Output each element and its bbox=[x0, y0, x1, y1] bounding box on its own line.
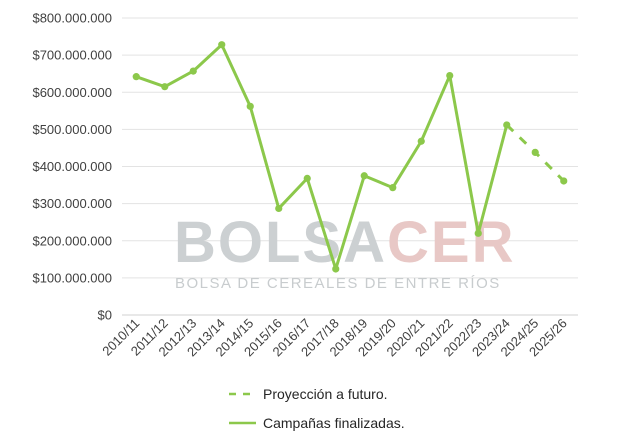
watermark: BOLSACER BOLSA DE CEREALES DE ENTRE RÍOS bbox=[174, 210, 515, 292]
series-points bbox=[132, 41, 568, 273]
y-tick-label: $500.000.000 bbox=[32, 122, 112, 137]
data-point bbox=[531, 148, 539, 156]
data-point bbox=[218, 41, 226, 49]
data-point bbox=[503, 121, 511, 129]
watermark-logo-cer: CER bbox=[387, 210, 515, 275]
data-point bbox=[360, 172, 368, 180]
y-gridlines bbox=[122, 17, 578, 316]
x-axis-tick-labels: 2010/112011/122012/132013/142014/152015/… bbox=[99, 316, 570, 360]
y-tick-label: $600.000.000 bbox=[32, 85, 112, 100]
data-point bbox=[474, 229, 482, 237]
data-point bbox=[446, 71, 454, 80]
y-tick-label: $400.000.000 bbox=[32, 159, 112, 174]
data-point bbox=[246, 102, 254, 110]
y-tick-label: $0 bbox=[98, 308, 112, 323]
data-point bbox=[389, 184, 397, 192]
data-point bbox=[303, 174, 311, 182]
data-point bbox=[189, 67, 197, 75]
data-point bbox=[560, 177, 568, 185]
y-tick-label: $300.000.000 bbox=[32, 196, 112, 211]
data-point bbox=[417, 137, 425, 145]
data-point bbox=[275, 204, 283, 213]
legend: Proyección a futuro. Campañas finalizada… bbox=[229, 386, 405, 431]
data-point bbox=[132, 73, 140, 81]
data-point bbox=[332, 265, 340, 273]
y-tick-label: $800.000.000 bbox=[32, 11, 112, 26]
y-tick-label: $100.000.000 bbox=[32, 270, 112, 285]
watermark-subtitle: BOLSA DE CEREALES DE ENTRE RÍOS bbox=[175, 275, 501, 292]
watermark-logo-bolsa: BOLSA bbox=[174, 210, 387, 275]
y-tick-label: $200.000.000 bbox=[32, 233, 112, 248]
legend-label-projection: Proyección a futuro. bbox=[263, 386, 388, 402]
y-axis-tick-labels: $0 $100.000.000 $200.000.000 $300.000.000 $4… bbox=[32, 11, 112, 323]
y-tick-label: $700.000.000 bbox=[32, 48, 112, 63]
data-point bbox=[161, 83, 169, 91]
finished-campaigns-line bbox=[135, 43, 509, 271]
legend-label-finished: Campañas finalizadas. bbox=[263, 415, 405, 431]
